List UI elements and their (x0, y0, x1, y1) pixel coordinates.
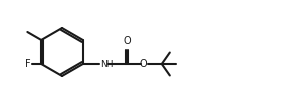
Text: NH: NH (100, 60, 113, 69)
Text: O: O (140, 59, 147, 69)
Text: O: O (123, 36, 131, 46)
Text: F: F (25, 59, 31, 69)
